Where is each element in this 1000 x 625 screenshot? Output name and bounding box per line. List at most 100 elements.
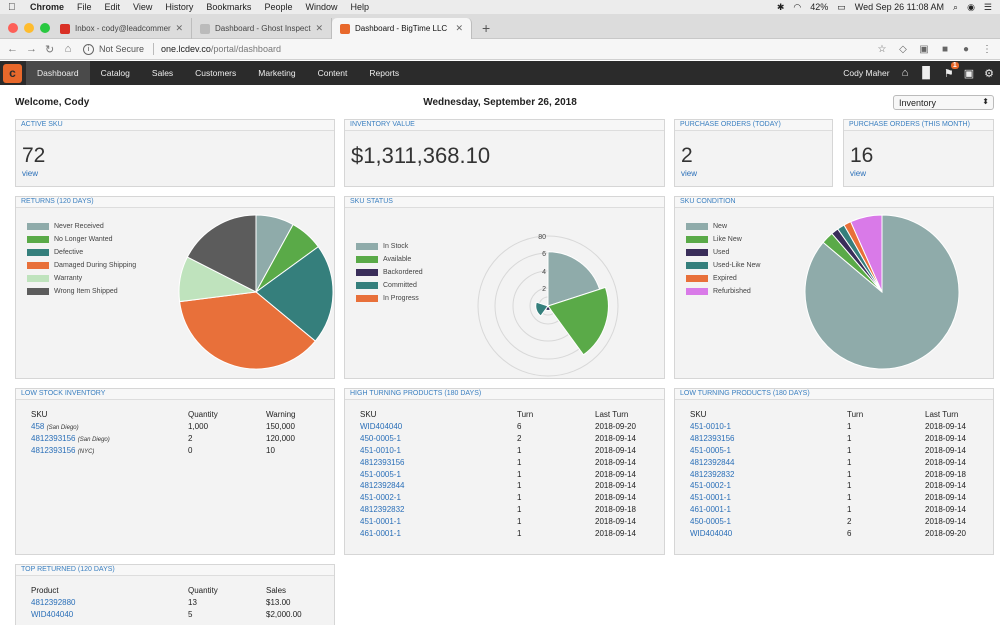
menu-view[interactable]: View [133, 2, 153, 12]
apple-icon[interactable]:  [8, 2, 18, 13]
pie-slice-refurbished[interactable] [850, 214, 883, 293]
legend-item[interactable]: Never Received [27, 220, 136, 233]
clock[interactable]: Wed Sep 26 11:08 AM [854, 2, 945, 12]
forward-icon[interactable]: → [26, 43, 37, 55]
pie-slice-defective[interactable] [255, 246, 334, 342]
info-icon[interactable]: i [83, 43, 94, 55]
zoom-window-button[interactable] [40, 23, 50, 33]
legend-item[interactable]: In Progress [356, 292, 423, 305]
gear-icon[interactable]: ⚙ [984, 67, 994, 80]
sku-link[interactable]: 451-0010-1 [360, 445, 401, 455]
sku-link[interactable]: 451-0002-1 [360, 493, 401, 503]
column-header-turn[interactable]: Turn [847, 410, 864, 419]
reload-icon[interactable]: ↻ [45, 43, 55, 56]
sku-link[interactable]: 4812393156 [31, 434, 76, 444]
nav-marketing[interactable]: Marketing [258, 68, 296, 78]
sku-link[interactable]: 451-0005-1 [360, 469, 401, 479]
sku-link[interactable]: 458 [31, 422, 45, 432]
bookmark-star-icon[interactable]: ☆ [877, 43, 887, 55]
tab-bigtime-dashboard[interactable]: Dashboard - BigTime LLC ✕ [332, 18, 472, 39]
battery-percent[interactable]: 42% [810, 2, 829, 12]
po-month-view-link[interactable]: view [850, 169, 867, 178]
legend-item[interactable]: Used [686, 246, 760, 259]
menu-help[interactable]: Help [350, 2, 369, 12]
notification-center-icon[interactable]: ☰ [983, 1, 992, 12]
sku-link[interactable]: 4812392844 [690, 457, 735, 467]
legend-item[interactable]: Defective [27, 246, 136, 259]
home-icon[interactable]: ⌂ [64, 43, 72, 55]
legend-item[interactable]: Wrong Item Shipped [27, 285, 136, 298]
sku-link[interactable]: WID404040 [360, 422, 403, 432]
extension-icon[interactable]: ◇ [899, 43, 907, 55]
sku-link[interactable]: WID404040 [31, 610, 74, 620]
extension-icon[interactable]: ▣ [919, 43, 929, 55]
column-header-sku[interactable]: SKU [360, 410, 377, 419]
polar-segment-in-stock[interactable] [547, 251, 601, 307]
sku-link[interactable]: 461-0001-1 [360, 528, 401, 538]
column-header-last-turn[interactable]: Last Turn [595, 410, 629, 419]
close-tab-icon[interactable]: ✕ [175, 23, 183, 33]
legend-item[interactable]: No Longer Wanted [27, 233, 136, 246]
legend-item[interactable]: Backordered [356, 266, 423, 279]
menu-chrome[interactable]: Chrome [30, 2, 65, 12]
user-name[interactable]: Cody Maher [843, 68, 890, 78]
close-tab-icon[interactable]: ✕ [455, 23, 463, 33]
profile-avatar-icon[interactable]: ● [962, 43, 970, 55]
bigtime-logo-icon[interactable]: c [3, 63, 22, 83]
column-header-sku[interactable]: SKU [690, 410, 707, 419]
legend-item[interactable]: Refurbished [686, 285, 760, 298]
alerts-icon[interactable]: ⚑ 1 [943, 61, 959, 80]
sku-link[interactable]: 4812393156 [360, 457, 405, 467]
column-header-turn[interactable]: Turn [517, 410, 534, 419]
lock-icon[interactable]: ▣ [963, 67, 975, 80]
column-header-last-turn[interactable]: Last Turn [925, 410, 959, 419]
legend-item[interactable]: Warranty [27, 272, 136, 285]
sku-link[interactable]: 451-0010-1 [690, 422, 731, 432]
polar-segment-committed[interactable] [535, 301, 549, 317]
sku-link[interactable]: 461-0001-1 [690, 504, 731, 514]
column-header-quantity[interactable]: Quantity [188, 586, 218, 595]
security-status[interactable]: Not Secure [99, 44, 145, 54]
sku-link[interactable]: WID404040 [690, 528, 733, 538]
wifi-icon[interactable]: ◠ [793, 1, 802, 12]
sku-link[interactable]: 451-0001-1 [690, 493, 731, 503]
legend-item[interactable]: In Stock [356, 240, 423, 253]
pie-slice-wrong-item-shipped[interactable] [186, 214, 257, 293]
nav-reports[interactable]: Reports [369, 68, 400, 78]
column-header-warning[interactable]: Warning [266, 410, 296, 419]
menu-file[interactable]: File [77, 2, 92, 12]
legend-item[interactable]: New [686, 220, 760, 233]
close-window-button[interactable] [8, 23, 18, 33]
sku-link[interactable]: 450-0005-1 [690, 516, 731, 526]
sku-link[interactable]: 4812392844 [360, 481, 405, 491]
sku-link[interactable]: 4812392880 [31, 598, 76, 608]
sku-link[interactable]: 451-0005-1 [690, 445, 731, 455]
battery-icon[interactable]: ▭ [837, 1, 846, 12]
polar-segment-in-progress[interactable] [545, 303, 549, 307]
legend-item[interactable]: Committed [356, 279, 423, 292]
po-today-view-link[interactable]: view [681, 169, 698, 178]
column-header-product[interactable]: Product [31, 586, 59, 595]
menu-edit[interactable]: Edit [104, 2, 121, 12]
nav-customers[interactable]: Customers [195, 68, 237, 78]
tab-gmail[interactable]: Inbox - cody@leadcommerce.c ✕ [52, 18, 192, 39]
legend-item[interactable]: Available [356, 253, 423, 266]
close-tab-icon[interactable]: ✕ [315, 23, 323, 33]
sku-link[interactable]: 4812393156 [690, 434, 735, 444]
spotlight-icon[interactable]: ⌕ [953, 1, 959, 12]
pie-slice-damaged-during-shipping[interactable] [179, 291, 317, 370]
home-icon[interactable]: ⌂ [901, 67, 909, 79]
nav-sales[interactable]: Sales [151, 68, 174, 78]
menu-kebab-icon[interactable]: ⋮ [982, 43, 992, 55]
sku-link[interactable]: 451-0002-1 [690, 481, 731, 491]
dashboard-selector[interactable]: Inventory ⬍ [893, 95, 994, 110]
new-tab-button[interactable]: + [482, 20, 491, 36]
bluetooth-icon[interactable]: ✱ [776, 1, 785, 12]
menu-bookmarks[interactable]: Bookmarks [206, 2, 252, 12]
sku-link[interactable]: 4812392832 [690, 469, 735, 479]
column-header-quantity[interactable]: Quantity [188, 410, 218, 419]
column-header-sales[interactable]: Sales [266, 586, 287, 595]
nav-dashboard[interactable]: Dashboard [26, 61, 90, 85]
menu-history[interactable]: History [165, 2, 194, 12]
back-icon[interactable]: ← [7, 43, 18, 55]
